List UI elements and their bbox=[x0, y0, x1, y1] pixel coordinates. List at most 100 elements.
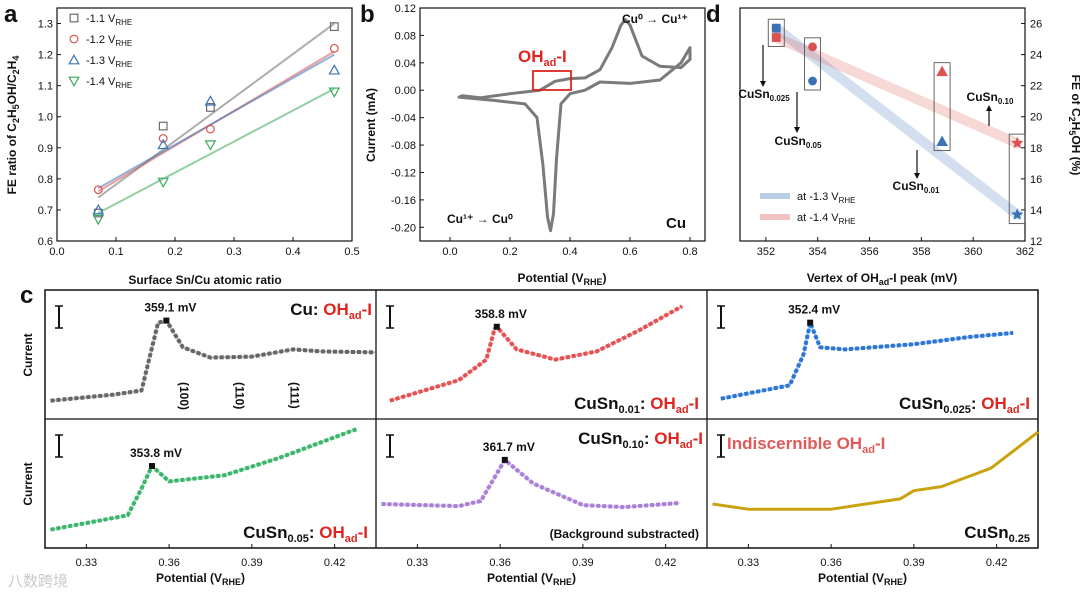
panel-d-arrow-head bbox=[914, 173, 920, 179]
panel-a-point bbox=[328, 87, 341, 98]
panel-c-xtick-label: 0.33 bbox=[407, 557, 428, 569]
panel-c-ticks: 0.33 0.36 0.39 0.42 Potential (VRHE) 0.33 0.36… bbox=[76, 544, 1007, 587]
panel-a-xtick-label: 0.5 bbox=[344, 246, 359, 258]
panel-b-ytick-label: 0.04 bbox=[395, 58, 416, 70]
panel-c-sample-label: CuSn0.10: OHad-I bbox=[578, 429, 703, 451]
panel-d-sample-label: CuSn0.025 bbox=[738, 87, 790, 103]
panel-d-point bbox=[1011, 136, 1024, 149]
panel-d-pair-box bbox=[1008, 133, 1026, 225]
panel-c-subplot: 359.1 mV Cu: OHad-I (100) (110) (111) bbox=[50, 300, 377, 410]
panel-c-xtick-label: 0.39 bbox=[241, 557, 262, 569]
panel-label-c: c bbox=[20, 282, 33, 309]
panel-c-xtick-label: 0.39 bbox=[572, 557, 593, 569]
panel-d-ytick-label: 22 bbox=[1030, 81, 1042, 93]
panel-a-xtick-label: 0.0 bbox=[49, 246, 64, 258]
panel-d-frame bbox=[739, 7, 1026, 242]
panel-a-ytick-label: 0.8 bbox=[38, 174, 53, 186]
panel-c-subplot: 361.7 mV CuSn0.10: OHad-I (Background subs… bbox=[381, 429, 703, 541]
panel-b-plot bbox=[457, 18, 692, 233]
panel-c-curve-core bbox=[381, 458, 680, 509]
panel-c-peak-label: 352.4 mV bbox=[788, 303, 840, 317]
panel-a-legend-label: -1.3 VRHE bbox=[86, 55, 132, 69]
panel-a-point bbox=[206, 103, 215, 112]
panel-a-legend-label: -1.1 VRHE bbox=[86, 13, 132, 27]
panel-a-xlabel: Surface Sn/Cu atomic ratio bbox=[128, 273, 281, 287]
panel-c-note: (Background substracted) bbox=[550, 527, 699, 541]
panel-a-point bbox=[158, 121, 168, 131]
panel-c-sample-label: Cu: OHad-I bbox=[290, 300, 372, 322]
panel-c-sample-label: CuSn0.05: OHad-I bbox=[243, 523, 368, 545]
panel-c-peak-label: 361.7 mV bbox=[483, 440, 535, 454]
panel-c-curve-core bbox=[712, 431, 1039, 511]
panel-d-xtick-label: 358 bbox=[912, 246, 930, 258]
panel-d-ytick-label: 18 bbox=[1030, 143, 1042, 155]
panel-c-sample-label: CuSn0.01: OHad-I bbox=[574, 394, 699, 416]
panel-label-a: a bbox=[4, 1, 18, 28]
panel-d-plot: CuSn0.025 CuSn0.05 CuSn0.01 CuSn0.10 bbox=[738, 18, 1026, 225]
panel-a-fit-line bbox=[97, 87, 335, 214]
panel-a-fit-line bbox=[97, 53, 335, 190]
panel-b-ytick-label: 0.12 bbox=[395, 3, 416, 15]
panel-b-highlight-box bbox=[532, 70, 572, 91]
panel-d-xtick-label: 356 bbox=[860, 246, 878, 258]
panel-b-ytick-label: -0.20 bbox=[391, 222, 416, 234]
panel-c-peak-label: 353.8 mV bbox=[130, 446, 182, 460]
panel-a-point bbox=[329, 43, 339, 53]
panel-c-peak-label: 359.1 mV bbox=[144, 301, 196, 315]
panel-c-note: Indiscernible OHad-I bbox=[727, 434, 885, 456]
panel-b-ticks: 0.0 0.2 0.4 0.6 0.8 -0.20 -0.16 -0.12 -0.08 -0.04… bbox=[391, 3, 698, 258]
panel-a-point bbox=[157, 177, 170, 189]
panel-b-ytick-label: 0.08 bbox=[395, 30, 416, 42]
panel-c-subplot: 358.8 mV CuSn0.01: OHad-I bbox=[386, 304, 699, 416]
panel-b-xtick-label: 0.4 bbox=[562, 246, 577, 258]
watermark: 八数跨境 bbox=[8, 572, 68, 590]
panel-b-ytick-label: 0.00 bbox=[395, 85, 416, 97]
panel-d-point bbox=[936, 135, 948, 146]
panel-d-ytick-label: 24 bbox=[1030, 50, 1042, 62]
panel-b-ytick-label: -0.08 bbox=[391, 140, 416, 152]
panel-c-xlabel: Potential (VRHE) bbox=[156, 571, 245, 587]
panel-a: 0.0 0.1 0.2 0.3 0.4 0.5 0.6 0.7 0.8 0.9 1.0 1.1 1.2 1… bbox=[5, 7, 360, 287]
panel-a-plot bbox=[92, 22, 341, 226]
panel-c-ylabel-top: Current bbox=[21, 333, 35, 376]
panel-c-peak-marker bbox=[149, 463, 156, 470]
panel-d-point bbox=[808, 76, 817, 86]
panel-c-peak-marker bbox=[501, 456, 508, 463]
panel-d-legend-label: at -1.4 VRHE bbox=[797, 212, 855, 226]
panel-a-legend-marker bbox=[68, 76, 80, 88]
panel-b: 0.0 0.2 0.4 0.6 0.8 -0.20 -0.16 -0.12 -0.08 -0.04… bbox=[364, 3, 706, 287]
panel-a-legend-label: -1.4 VRHE bbox=[86, 76, 132, 90]
panel-a-legend-marker bbox=[69, 34, 79, 44]
panel-d-xlabel: Vertex of OHad-I peak (mV) bbox=[807, 271, 958, 287]
panel-a-legend: -1.1 VRHE -1.2 VRHE -1.3 VRHE -1.4 VRHE bbox=[68, 13, 132, 90]
panel-d-trend-band bbox=[771, 32, 1023, 149]
panel-a-ytick-label: 0.9 bbox=[38, 143, 53, 155]
panel-a-ticks: 0.0 0.1 0.2 0.3 0.4 0.5 0.6 0.7 0.8 0.9 1.0 1.1 1.2 1… bbox=[38, 19, 360, 258]
panel-d-ytick-label: 12 bbox=[1030, 236, 1042, 248]
panel-c-xtick-label: 0.33 bbox=[76, 557, 97, 569]
panel-c-sample-label: CuSn0.25 bbox=[964, 523, 1030, 545]
panel-a-legend-marker bbox=[68, 53, 80, 65]
panel-d-point bbox=[1011, 208, 1024, 220]
panel-d-arrow-head bbox=[760, 81, 766, 87]
panel-c-facet-label: (110) bbox=[232, 382, 246, 409]
panel-d-sample-label: CuSn0.10 bbox=[967, 90, 1014, 106]
panel-c-xtick-label: 0.33 bbox=[738, 557, 759, 569]
panel-c-xlabel: Potential (VRHE) bbox=[818, 571, 907, 587]
panel-d-xtick-label: 360 bbox=[964, 246, 982, 258]
panel-d-point bbox=[936, 65, 948, 77]
panel-b-xtick-label: 0.8 bbox=[682, 246, 697, 258]
panel-c-curve-core bbox=[50, 319, 377, 402]
panel-a-point bbox=[92, 203, 105, 215]
panel-a-ytick-label: 0.7 bbox=[38, 205, 53, 217]
panel-a-point bbox=[92, 214, 105, 226]
panel-c-facet-label: (100) bbox=[177, 382, 191, 410]
panel-d-ylabel: FE of C2H5OH (%) bbox=[1067, 75, 1080, 176]
panel-d-ytick-label: 26 bbox=[1030, 19, 1042, 31]
panel-d-pair-box bbox=[767, 18, 785, 47]
panel-b-highlight-label: OHad-I bbox=[518, 47, 567, 69]
panel-a-point bbox=[329, 22, 339, 32]
panel-b-reduction-label: Cu¹⁺ → Cu⁰ bbox=[447, 212, 513, 226]
